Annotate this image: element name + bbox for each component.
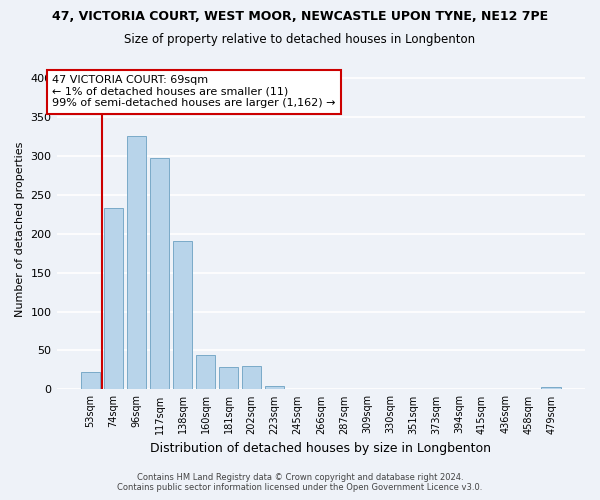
Bar bbox=[104, 208, 123, 390]
Bar bbox=[149, 158, 169, 390]
Bar bbox=[265, 386, 284, 390]
Y-axis label: Number of detached properties: Number of detached properties bbox=[15, 142, 25, 318]
Bar bbox=[242, 366, 262, 390]
Bar bbox=[334, 388, 353, 390]
Bar bbox=[80, 372, 100, 390]
Bar bbox=[196, 355, 215, 390]
Bar bbox=[288, 388, 308, 390]
Text: Size of property relative to detached houses in Longbenton: Size of property relative to detached ho… bbox=[124, 32, 476, 46]
Text: 47, VICTORIA COURT, WEST MOOR, NEWCASTLE UPON TYNE, NE12 7PE: 47, VICTORIA COURT, WEST MOOR, NEWCASTLE… bbox=[52, 10, 548, 23]
Bar bbox=[219, 367, 238, 390]
Bar bbox=[127, 136, 146, 390]
Bar bbox=[173, 242, 193, 390]
Text: Contains HM Land Registry data © Crown copyright and database right 2024.
Contai: Contains HM Land Registry data © Crown c… bbox=[118, 473, 482, 492]
Text: 47 VICTORIA COURT: 69sqm
← 1% of detached houses are smaller (11)
99% of semi-de: 47 VICTORIA COURT: 69sqm ← 1% of detache… bbox=[52, 75, 336, 108]
Bar bbox=[541, 387, 561, 390]
X-axis label: Distribution of detached houses by size in Longbenton: Distribution of detached houses by size … bbox=[150, 442, 491, 455]
